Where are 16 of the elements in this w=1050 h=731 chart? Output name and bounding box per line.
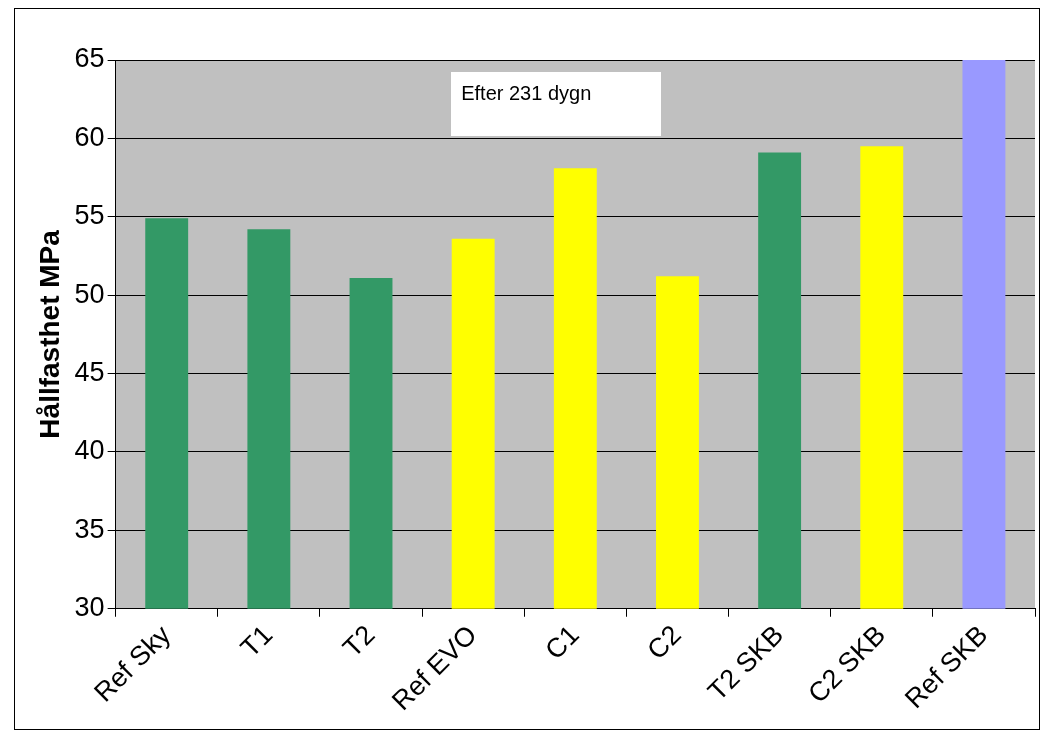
y-tick-label: 40	[74, 435, 105, 466]
x-tick-label: C2	[641, 619, 687, 666]
y-tick-label: 35	[74, 513, 105, 544]
y-tick-label: 65	[74, 43, 105, 74]
y-tick-label: 50	[74, 278, 105, 309]
x-tick-label: C1	[539, 619, 585, 666]
x-tick-label: T1	[234, 619, 279, 664]
x-tick-label: Ref SKB	[899, 619, 994, 714]
text-box: Efter 231 dygn	[451, 72, 662, 136]
x-tick-label: T2	[337, 619, 381, 664]
y-tick-label: 55	[74, 200, 105, 231]
x-tick-label: T2 SKB	[702, 619, 790, 707]
y-tick-label: 45	[74, 357, 105, 388]
y-axis-title: Hållfasthet MPa	[33, 229, 65, 439]
y-tick-label: 60	[74, 121, 105, 152]
x-tick-label: C2 SKB	[802, 619, 892, 709]
